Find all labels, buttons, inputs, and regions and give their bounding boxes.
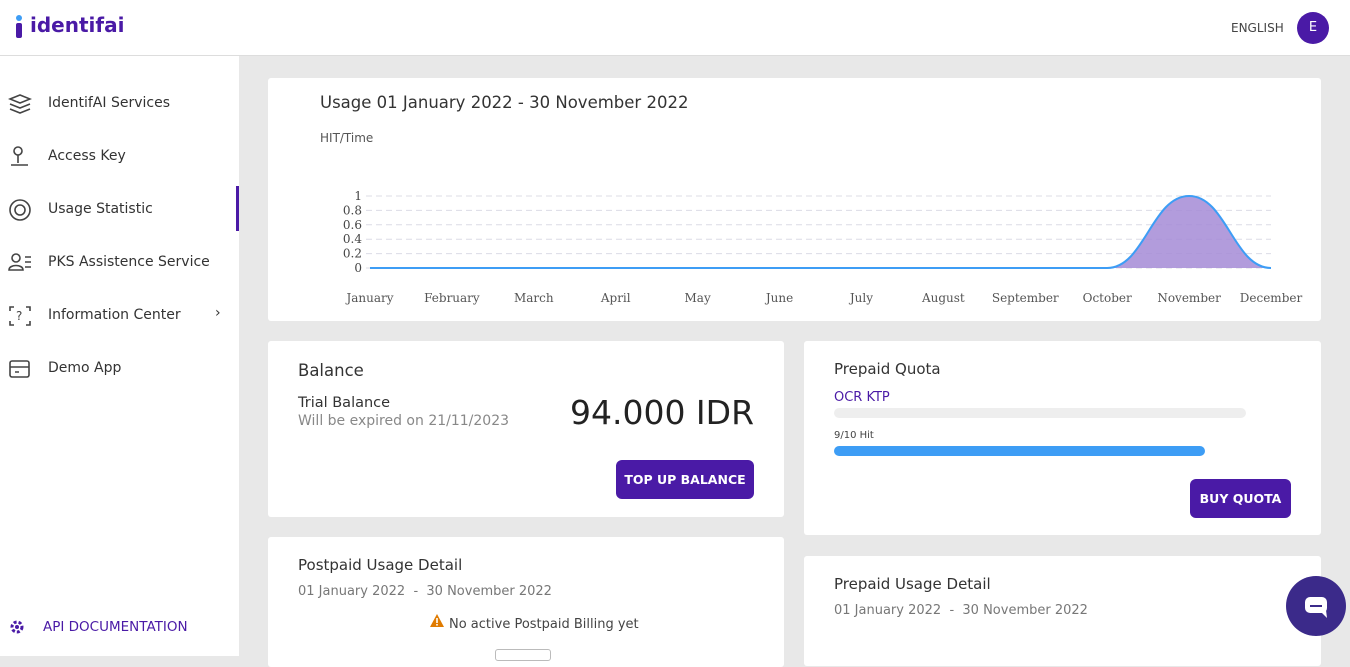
prepaid-quota-card: Prepaid Quota OCR KTP 9/10 Hit BUY QUOTA — [804, 341, 1321, 535]
active-indicator — [236, 186, 239, 231]
nav-item[interactable]: Information Center — [48, 307, 181, 323]
nav-item[interactable]: Demo App — [48, 360, 122, 376]
progress-track — [834, 408, 1246, 456]
balance-type: Trial Balance — [298, 395, 391, 411]
icon: ? — [9, 306, 31, 326]
x-tick-label: July — [848, 291, 873, 305]
avatar[interactable]: E — [1297, 12, 1329, 44]
x-tick-label: December — [1240, 291, 1303, 305]
logo-icon — [16, 15, 22, 38]
x-tick-label: June — [764, 291, 793, 305]
x-tick-label: April — [600, 291, 631, 305]
svg-text:?: ? — [16, 309, 22, 323]
period: 01 January 2022 - 30 November 2022 — [298, 584, 552, 599]
usage-card: Usage 01 January 2022 - 30 November 2022… — [268, 78, 1321, 321]
x-tick-label: November — [1157, 291, 1221, 305]
x-tick-label: February — [424, 291, 480, 305]
usage-chart: Usage 01 January 2022 - 30 November 2022… — [320, 93, 1303, 305]
api-docs-link[interactable]: API DOCUMENTATION — [43, 619, 188, 635]
area-fill — [370, 196, 1271, 268]
postpaid-card: Postpaid Usage Detail 01 January 2022 - … — [268, 537, 784, 667]
nav-item[interactable]: Access Key — [48, 148, 126, 164]
balance-card: Balance Trial Balance Will be expired on… — [268, 341, 784, 517]
prepaid-detail-card: Prepaid Usage Detail 01 January 2022 - 3… — [804, 556, 1321, 666]
warning-icon — [430, 614, 444, 627]
period: 01 January 2022 - 30 November 2022 — [834, 603, 1088, 618]
nav-item[interactable]: IdentifAI Services — [48, 95, 171, 111]
icon — [8, 253, 31, 271]
y-tick-label: 0.8 — [343, 203, 362, 217]
nav-item[interactable]: Usage Statistic — [48, 201, 153, 217]
language[interactable]: ENGLISH — [1231, 21, 1284, 35]
y-tick-label: 0.2 — [343, 247, 362, 261]
header — [0, 0, 1350, 56]
chevron: › — [215, 305, 221, 321]
y-tick-label: 0.6 — [343, 218, 362, 232]
x-tick-label: January — [344, 291, 393, 305]
chat-button[interactable] — [1284, 574, 1348, 638]
y-axis-label: HIT/Time — [320, 131, 373, 145]
quota-caption: 9/10 Hit — [834, 430, 874, 441]
y-tick-label: 1 — [354, 189, 362, 203]
x-tick-label: March — [514, 291, 554, 305]
y-tick-label: 0.4 — [343, 232, 362, 246]
y-tick-label: 0 — [354, 261, 362, 275]
card-title: Balance — [298, 361, 364, 380]
icon — [8, 94, 32, 114]
sidebar: IdentifAI Services Access Key Usage Stat… — [0, 56, 239, 656]
buy-quota-button[interactable]: BUY QUOTA — [1190, 479, 1291, 518]
top-up-button[interactable]: TOP UP BALANCE — [616, 460, 754, 499]
x-tick-label: September — [992, 291, 1059, 305]
icon — [11, 146, 28, 166]
icon — [10, 620, 24, 634]
card-title: Postpaid Usage Detail — [298, 556, 463, 574]
button-outline[interactable] — [495, 649, 551, 661]
card-title: Prepaid Usage Detail — [834, 575, 991, 593]
nav-item[interactable]: PKS Assistence Service — [48, 254, 210, 270]
chart-title: Usage 01 January 2022 - 30 November 2022 — [320, 93, 688, 112]
card-title: Prepaid Quota — [834, 360, 941, 378]
icon — [9, 199, 31, 221]
balance-amount: 94.000 IDR — [569, 393, 754, 432]
expiry: Will be expired on 21/11/2023 — [298, 413, 510, 429]
notice: No active Postpaid Billing yet — [449, 617, 639, 632]
x-tick-label: October — [1083, 291, 1132, 305]
icon — [9, 360, 30, 378]
logo: identifai — [30, 13, 125, 37]
x-tick-label: May — [685, 291, 711, 305]
line — [369, 194, 1272, 270]
progress-bar — [834, 446, 1205, 456]
x-tick-label: August — [921, 291, 965, 305]
service-name: OCR KTP — [834, 390, 890, 405]
